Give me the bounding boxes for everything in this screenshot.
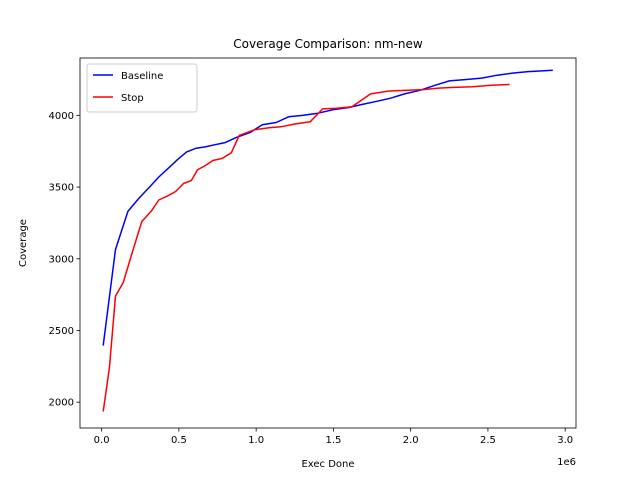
x-tick-label: 3.0 bbox=[557, 435, 573, 446]
x-tick-label: 0.5 bbox=[171, 435, 187, 446]
chart-title: Coverage Comparison: nm-new bbox=[233, 37, 423, 51]
x-tick-label: 1.5 bbox=[325, 435, 341, 446]
plot-lines bbox=[102, 69, 553, 412]
x-tick-label: 1.0 bbox=[248, 435, 264, 446]
x-axis-offset-label: 1e6 bbox=[557, 457, 576, 468]
legend-box bbox=[86, 63, 198, 113]
y-tick-label: 4000 bbox=[49, 111, 74, 122]
x-tick-label: 2.0 bbox=[403, 435, 419, 446]
legend-label-baseline: Baseline bbox=[121, 71, 163, 82]
x-axis-ticks: 0.0 0.5 1.0 1.5 2.0 2.5 3.0 bbox=[94, 428, 573, 446]
y-tick-label: 2000 bbox=[49, 398, 74, 409]
y-tick-label: 3500 bbox=[49, 183, 74, 194]
y-tick-label: 2500 bbox=[49, 326, 74, 337]
series-line-baseline bbox=[102, 69, 553, 346]
y-tick-label: 3000 bbox=[49, 254, 74, 265]
legend: Baseline Stop bbox=[86, 63, 198, 113]
x-tick-label: 2.5 bbox=[480, 435, 496, 446]
series-line-stop bbox=[102, 83, 510, 412]
y-axis-ticks: 2000 2500 3000 3500 4000 bbox=[49, 111, 80, 409]
x-tick-label: 0.0 bbox=[94, 435, 110, 446]
legend-label-stop: Stop bbox=[121, 93, 144, 104]
y-axis-label: Coverage bbox=[18, 219, 29, 267]
plot-frame bbox=[79, 57, 577, 429]
x-axis-label: Exec Done bbox=[301, 459, 354, 470]
